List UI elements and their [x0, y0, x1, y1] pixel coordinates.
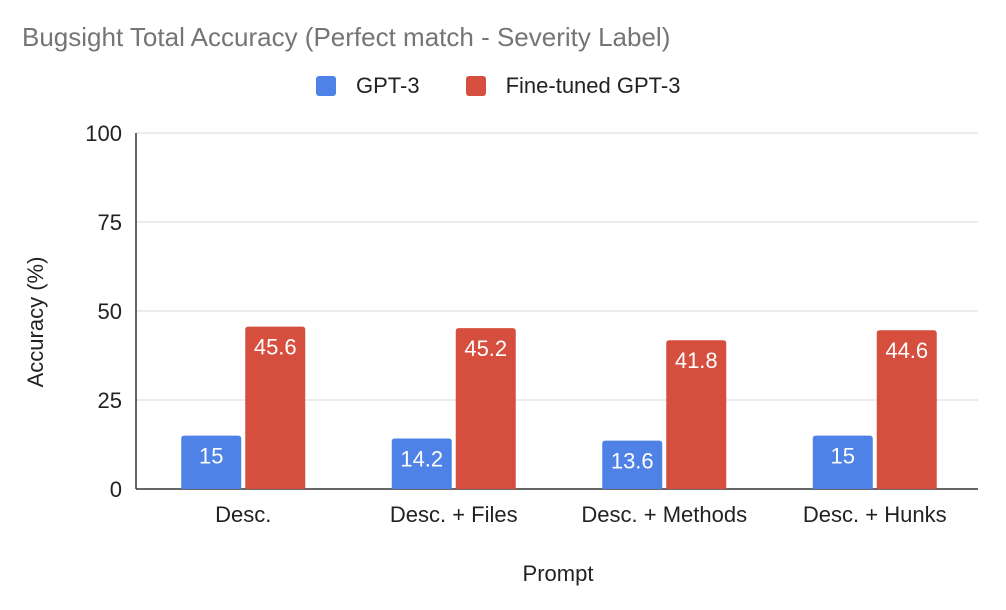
y-tick-label: 0 — [110, 477, 122, 502]
data-label: 15 — [199, 444, 223, 469]
y-axis-title: Accuracy (%) — [23, 257, 48, 388]
chart-title: Bugsight Total Accuracy (Perfect match -… — [22, 22, 671, 52]
bar-gpt3 — [391, 438, 452, 489]
x-axis-title: Prompt — [523, 561, 594, 586]
bar-finetuned — [666, 340, 727, 489]
bar-gpt3 — [181, 435, 242, 489]
legend-item-gpt3: GPT-3 — [316, 73, 420, 99]
data-label: 13.6 — [611, 449, 654, 474]
bar-finetuned — [245, 326, 306, 489]
legend-swatch-gpt3 — [316, 76, 336, 96]
x-tick-label: Desc. — [215, 502, 271, 527]
data-label: 45.6 — [254, 335, 297, 360]
data-label: 44.6 — [885, 338, 928, 363]
bar-gpt3 — [812, 435, 873, 489]
y-tick-label: 100 — [85, 121, 122, 146]
legend-swatch-finetuned — [465, 76, 486, 96]
x-tick-label: Desc. + Methods — [581, 502, 747, 527]
bar-gpt3 — [602, 440, 663, 489]
bar-finetuned — [876, 330, 937, 489]
y-tick-label: 75 — [98, 210, 122, 235]
y-tick-label: 50 — [98, 299, 122, 324]
data-label: 41.8 — [675, 348, 718, 373]
bar-finetuned — [455, 328, 516, 489]
legend-label-gpt3: GPT-3 — [356, 73, 420, 98]
data-label: 45.2 — [464, 336, 507, 361]
x-tick-label: Desc. + Hunks — [803, 502, 947, 527]
legend: GPT-3 Fine-tuned GPT-3 — [316, 73, 726, 99]
data-label: 15 — [831, 444, 855, 469]
y-tick-label: 25 — [98, 388, 122, 413]
data-label: 14.2 — [400, 446, 443, 471]
x-tick-label: Desc. + Files — [390, 502, 518, 527]
legend-item-finetuned: Fine-tuned GPT-3 — [465, 73, 681, 99]
legend-label-finetuned: Fine-tuned GPT-3 — [505, 73, 681, 98]
